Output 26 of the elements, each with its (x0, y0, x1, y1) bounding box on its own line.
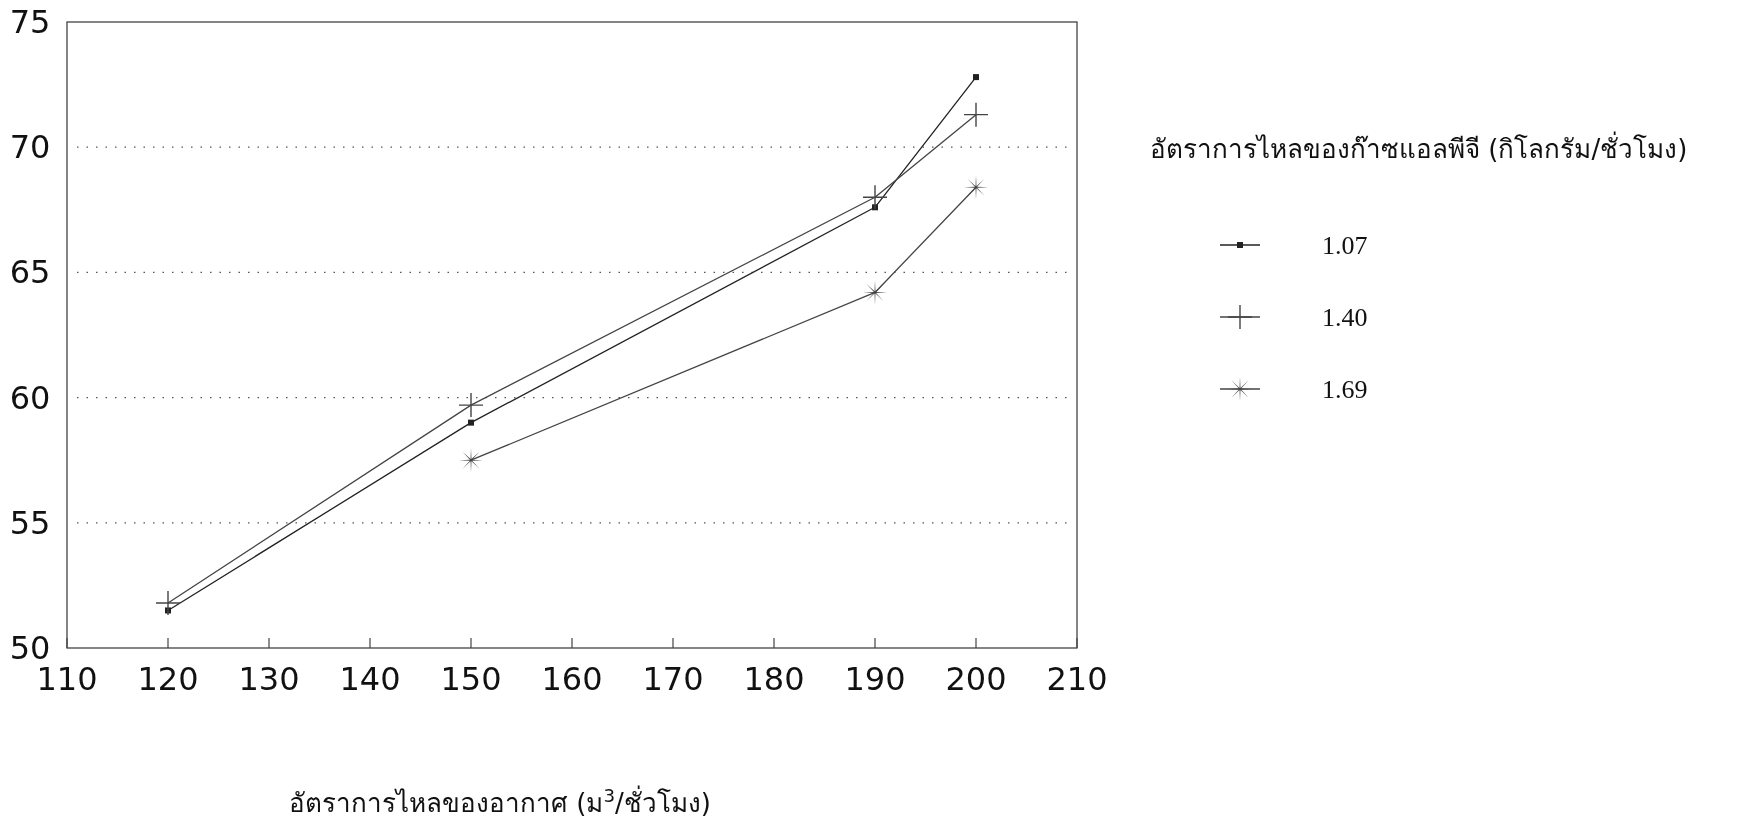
point (156, 590, 180, 615)
legend-title: อัตราการไหลของก๊าซแอลพีจี (กิโลกรัม/ชั่วโมง) (1150, 131, 1688, 164)
point (459, 393, 483, 418)
x-tick-label: 190 (844, 660, 906, 698)
x-axis-title: อัตราการไหลของอากาศ (ม$^{3}$/ชั่วโมง) (289, 784, 711, 818)
x-tick-label: 180 (743, 660, 805, 698)
x-tick-label: 210 (1046, 660, 1108, 698)
legend-label: 1.40 (1322, 303, 1368, 332)
point (468, 419, 474, 426)
x-tick-label: 160 (541, 660, 603, 698)
point (964, 102, 988, 127)
legend-label: 1.69 (1322, 375, 1368, 404)
point (973, 74, 979, 81)
y-tick-label: 65 (9, 253, 51, 292)
legend-label: 1.07 (1322, 231, 1368, 260)
x-tick-label: 170 (642, 660, 704, 698)
y-tick-label: 70 (9, 128, 51, 167)
x-tick-label: 200 (945, 660, 1007, 698)
y-tick-label: 60 (9, 378, 51, 417)
x-tick-label: 130 (238, 660, 300, 698)
x-tick-label: 140 (339, 660, 401, 698)
x-tick-label: 150 (440, 660, 502, 698)
point (863, 185, 887, 210)
y-tick-label: 75 (9, 3, 51, 41)
x-tick-label: 120 (137, 660, 199, 698)
y-tick-label: 55 (9, 503, 51, 542)
